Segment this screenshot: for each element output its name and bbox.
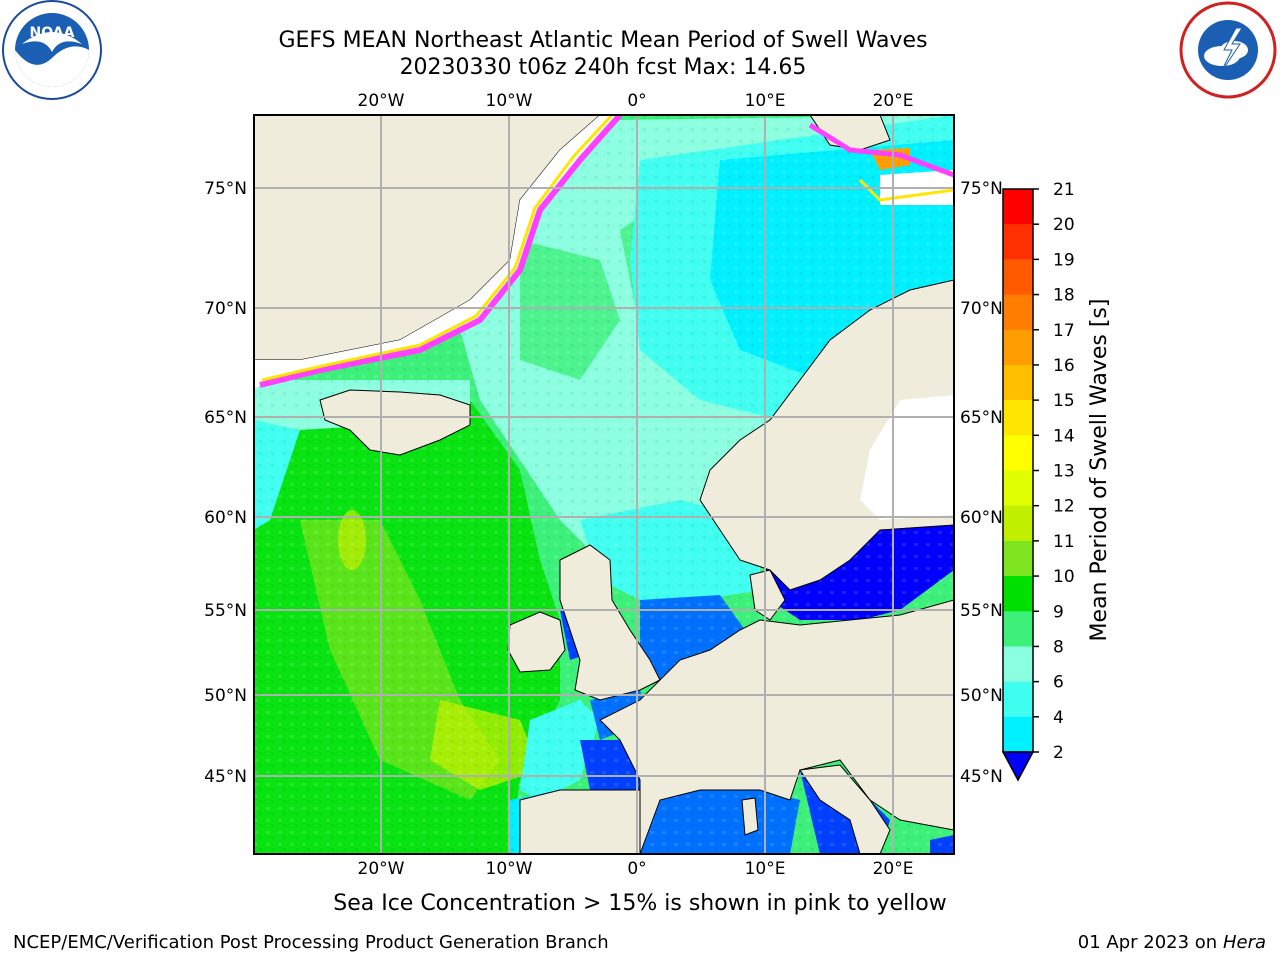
footer-date: 01 Apr 2023 on Hera [1078,932,1266,953]
lat-tick-right: 65°N [960,408,1003,428]
lat-tick-right: 60°N [960,508,1003,528]
colorbar-segment [1003,540,1033,577]
lon-tick-bottom: 20°E [873,859,914,879]
lat-tick-left: 65°N [204,408,247,428]
graticule [254,115,954,854]
lon-tick-top: 20°E [873,91,914,111]
colorbar-segment [1003,681,1033,718]
colorbar-segment [1003,435,1033,471]
colorbar-segment [1003,505,1033,542]
lon-tick-bottom: 10°E [745,859,786,879]
sea-ice-caption: Sea Ice Concentration > 15% is shown in … [333,891,947,916]
lat-tick-right: 50°N [960,686,1003,706]
colorbar-tick-label: 12 [1053,497,1075,517]
lat-tick-left: 70°N [204,299,247,319]
colorbar-tick-label: 19 [1053,250,1075,270]
lat-tick-left: 50°N [204,686,247,706]
colorbar-tick-label: 8 [1053,637,1064,657]
colorbar-segment [1003,611,1033,647]
lon-tick-top: 20°W [358,91,405,111]
lon-tick-bottom: 10°W [486,859,533,879]
lon-tick-top: 10°E [745,91,786,111]
colorbar-tick-label: 10 [1053,567,1075,587]
colorbar: 21 20 19 18 17 16 15 14 13 12 11 10 9 8 6 4 2 [1001,180,1075,782]
lat-tick-left: 55°N [204,601,247,621]
footer-machine: Hera [1222,932,1266,953]
map-frame [253,114,955,855]
colorbar-segment [1003,189,1033,225]
lon-tick-bottom: 0° [627,859,646,879]
lat-tick-left: 75°N [204,179,247,199]
lat-tick-right: 55°N [960,601,1003,621]
colorbar-tick-label: 21 [1053,180,1075,200]
colorbar-tick-label: 18 [1053,286,1075,306]
colorbar-segment [1003,470,1033,507]
colorbar-segment [1003,576,1033,612]
colorbar-segment [1003,364,1033,401]
colorbar-segment [1003,329,1033,366]
map-subtitle: 20230330 t06z 240h fcst Max: 14.65 [399,55,807,80]
colorbar-segment [1003,716,1033,753]
colorbar-tick-label: 2 [1053,743,1064,763]
lat-tick-left: 45°N [204,767,247,787]
lat-tick-left: 60°N [204,508,247,528]
colorbar-tick-label: 14 [1053,426,1075,446]
lat-tick-right: 75°N [960,179,1003,199]
colorbar-segment [1003,400,1033,436]
colorbar-tick-label: 11 [1053,532,1075,552]
footer-credit: NCEP/EMC/Verification Post Processing Pr… [13,932,609,953]
colorbar-tick-label: 4 [1053,708,1064,728]
lon-tick-bottom: 20°W [358,859,405,879]
national-weather-service-logo [1179,1,1277,99]
colorbar-segment [1003,224,1033,260]
map-area [254,115,954,854]
colorbar-tick-label: 9 [1053,602,1064,622]
colorbar-segment [1003,646,1033,683]
colorbar-segment [1003,294,1033,331]
colorbar-tick-label: 15 [1053,391,1075,411]
map-title: GEFS MEAN Northeast Atlantic Mean Period… [278,28,928,53]
footer-date-text: 01 Apr 2023 on [1077,932,1223,953]
lon-tick-top: 10°W [486,91,533,111]
lon-tick-top: 0° [627,91,646,111]
colorbar-tick-label: 16 [1053,356,1075,376]
lat-tick-right: 70°N [960,299,1003,319]
svg-text:NOAA: NOAA [30,25,75,41]
noaa-logo: NOAA [2,0,102,100]
colorbar-extend-arrow [1001,751,1035,782]
lat-tick-right: 45°N [960,767,1003,787]
colorbar-label: Mean Period of Swell Waves [s] [1087,299,1112,642]
colorbar-tick-label: 6 [1053,673,1064,693]
colorbar-tick-label: 17 [1053,321,1075,341]
colorbar-segment [1003,259,1033,296]
colorbar-tick-label: 13 [1053,462,1075,482]
colorbar-tick-label: 20 [1053,215,1075,235]
